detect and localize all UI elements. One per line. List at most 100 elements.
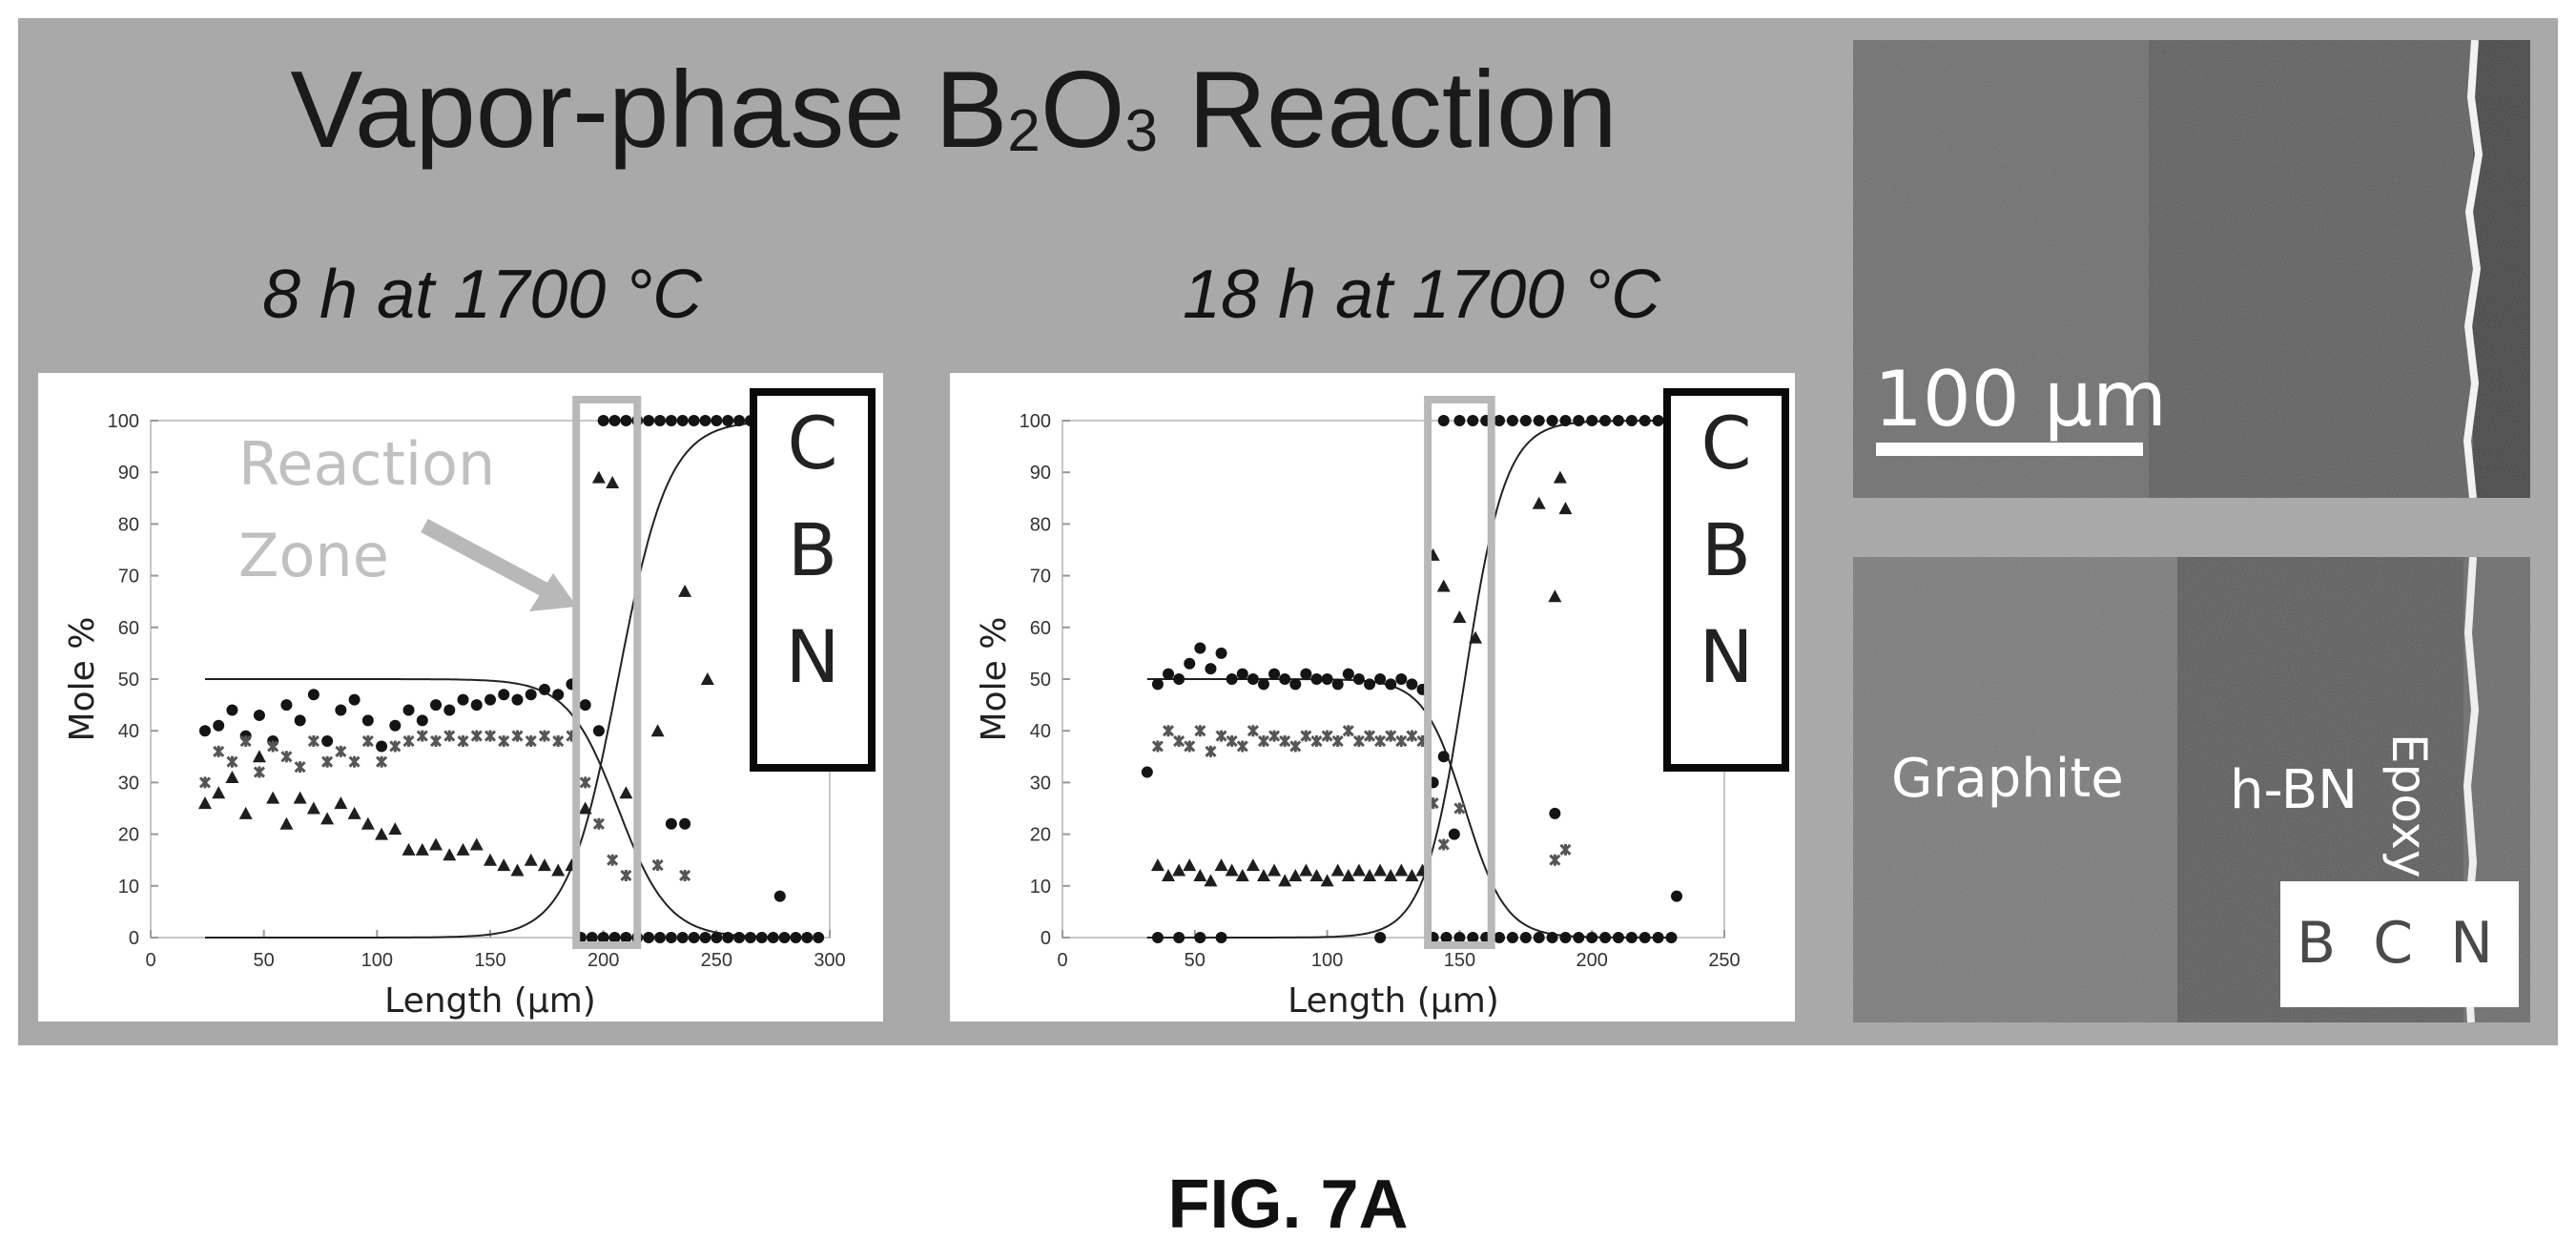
y-axis-label: Mole % <box>63 617 102 742</box>
data-point-triangle <box>347 806 361 819</box>
bcn-legend: B C N <box>2296 910 2504 977</box>
x-tick-label: 250 <box>701 950 732 971</box>
data-point-star <box>294 761 306 774</box>
chart-svg: 0 10 20 30 40 50 60 70 80 90 100 0 50 100 150 200 250 Len… <box>975 388 1789 1021</box>
data-point-triangle <box>606 476 620 489</box>
data-point-triangle <box>402 842 416 856</box>
y-tick-label: 20 <box>118 825 139 846</box>
data-point-circle <box>665 415 677 426</box>
data-point-circle <box>1385 678 1397 691</box>
reaction-zone-arrowhead <box>529 573 577 611</box>
data-point-circle <box>1374 932 1387 943</box>
data-point-star <box>1395 734 1408 748</box>
data-point-circle <box>1184 657 1196 670</box>
data-point-star <box>389 740 402 753</box>
data-point-star <box>1310 734 1323 748</box>
data-point-circle <box>552 689 565 701</box>
legend-letter-c: C <box>1700 401 1751 485</box>
y-tick-label: 70 <box>1030 567 1051 588</box>
label-epoxy: Epoxy <box>2381 733 2437 878</box>
data-point-circle <box>1599 932 1612 943</box>
data-point-circle <box>1519 415 1532 426</box>
data-point-triangle <box>1278 874 1292 887</box>
data-point-triangle <box>1150 858 1164 872</box>
label-graphite: Graphite <box>1891 748 2124 810</box>
data-point-circle <box>1453 415 1466 426</box>
reaction-zone-arrow-shaft <box>421 518 557 602</box>
data-point-triangle <box>1256 868 1270 881</box>
fit-curve-decreasing <box>205 678 808 939</box>
data-point-circle <box>307 689 319 701</box>
data-point-circle <box>778 932 791 943</box>
data-point-star <box>498 734 510 748</box>
data-point-circle <box>1194 932 1206 943</box>
data-point-circle <box>1599 415 1612 426</box>
data-point-star <box>348 755 361 768</box>
data-point-circle <box>525 689 537 701</box>
data-point-circle <box>699 932 711 943</box>
data-point-star <box>1406 730 1418 742</box>
data-point-circle <box>676 932 689 943</box>
data-point-circle <box>608 415 621 426</box>
data-point-triangle <box>212 786 226 799</box>
data-point-circle <box>1625 932 1638 943</box>
data-point-circle <box>389 719 402 732</box>
data-point-star <box>1279 734 1291 748</box>
data-point-circle <box>361 714 374 727</box>
data-point-circle <box>1151 932 1164 943</box>
data-point-circle <box>1573 415 1585 426</box>
data-point-circle <box>1519 932 1532 943</box>
data-point-star <box>1151 740 1164 753</box>
data-point-star <box>429 734 443 748</box>
data-point-triangle <box>1330 863 1345 877</box>
data-point-circle <box>767 932 779 943</box>
data-point-circle <box>280 699 293 712</box>
data-point-star <box>1205 745 1217 757</box>
data-point-circle <box>1374 673 1387 685</box>
data-point-triangle <box>1172 863 1186 877</box>
data-point-triangle <box>1225 863 1239 877</box>
data-point-triangle <box>1436 579 1451 592</box>
micrograph-bottom-image <box>1853 557 2530 1022</box>
reaction-zone-box <box>572 396 642 949</box>
data-point-triangle <box>1558 502 1573 515</box>
fit-curve-increasing <box>205 420 808 939</box>
data-point-triangle <box>238 806 253 819</box>
data-point-triangle <box>1553 470 1567 484</box>
micrograph-bottom: Graphite h-BN Epoxy B C N <box>1853 557 2530 1022</box>
data-point-circle <box>1342 668 1354 680</box>
data-point-circle <box>1573 932 1585 943</box>
data-point-star <box>1215 730 1227 742</box>
data-point-circle <box>597 415 609 426</box>
data-point-star <box>538 730 551 742</box>
data-point-circle <box>733 415 746 426</box>
x-axis-label: Length (μm) <box>384 981 596 1021</box>
label-hbn: h-BN <box>2230 759 2359 821</box>
y-tick-label: 40 <box>1030 721 1051 742</box>
x-tick-label: 0 <box>145 950 155 971</box>
data-point-triangle <box>1235 868 1249 881</box>
data-point-circle <box>813 932 825 943</box>
x-tick-label: 250 <box>1708 950 1740 971</box>
data-point-circle <box>1612 415 1624 426</box>
data-point-circle <box>430 699 443 712</box>
data-point-star <box>213 745 225 757</box>
data-point-circle <box>1546 415 1558 426</box>
data-point-circle <box>1467 415 1479 426</box>
data-point-circle <box>1257 678 1269 691</box>
data-point-circle <box>1395 673 1408 685</box>
data-point-circle <box>1506 415 1518 426</box>
data-point-triangle <box>361 816 375 830</box>
data-point-triangle <box>537 858 551 872</box>
data-point-circle <box>688 932 700 943</box>
data-point-circle <box>1205 663 1217 675</box>
data-point-circle <box>1533 932 1545 943</box>
data-point-triangle <box>1548 589 1562 603</box>
data-point-circle <box>1364 678 1376 691</box>
data-point-star <box>280 751 293 763</box>
data-point-star <box>525 734 537 748</box>
data-point-circle <box>620 932 632 943</box>
data-point-triangle <box>225 770 239 783</box>
data-point-circle <box>1321 673 1333 685</box>
data-point-triangle <box>524 853 538 866</box>
